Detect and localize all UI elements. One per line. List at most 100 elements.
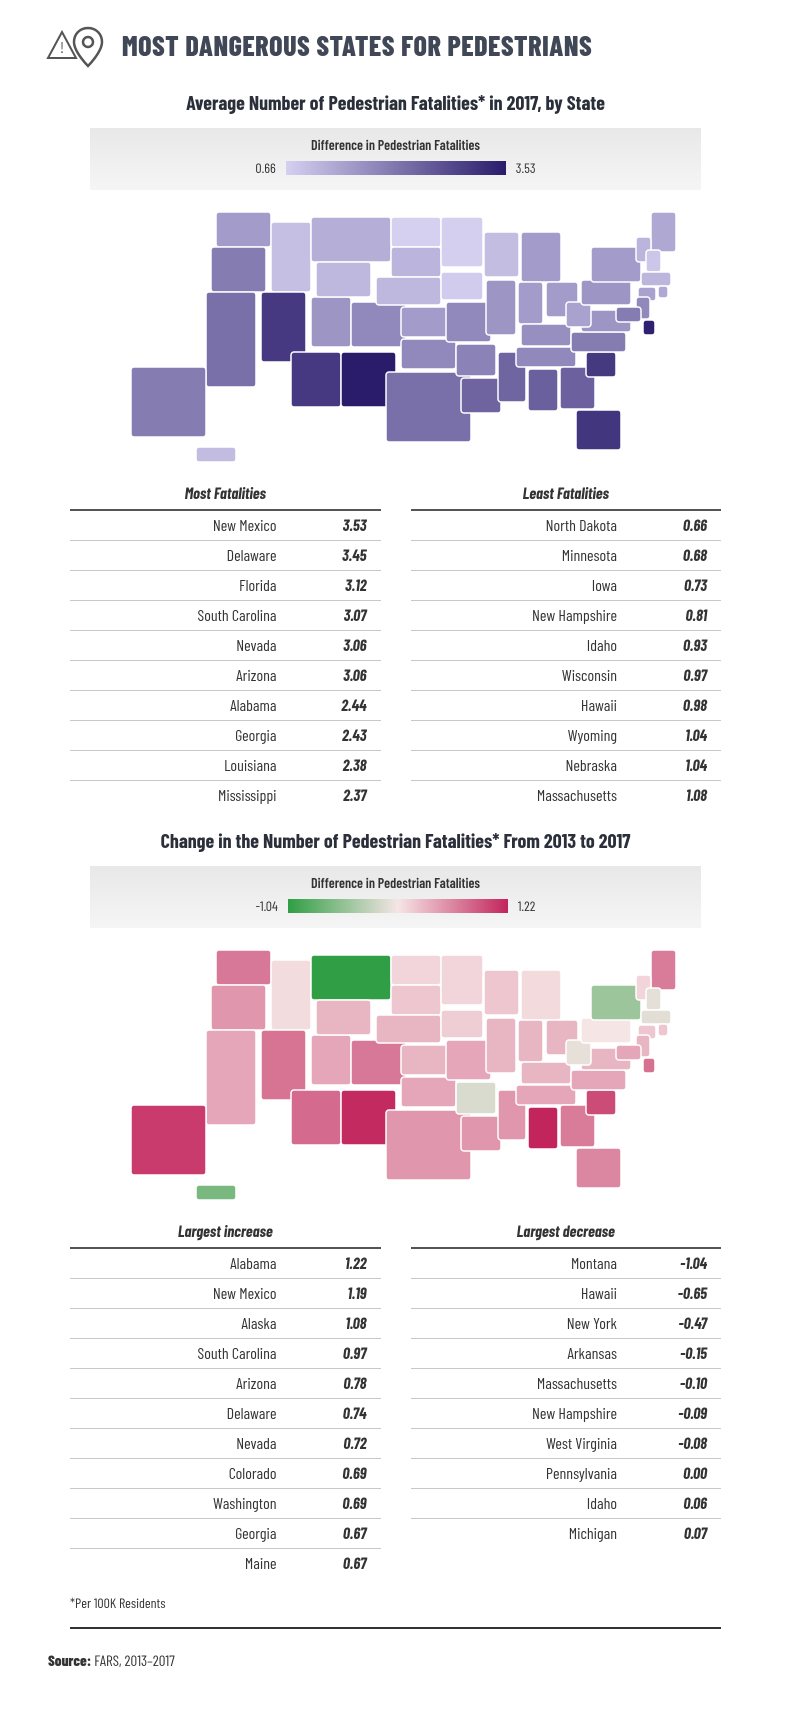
state-value: 0.97 <box>317 1344 367 1363</box>
state-FL <box>576 1148 621 1188</box>
table-row: Louisiana2.38 <box>70 750 381 780</box>
state-value: -0.09 <box>657 1404 707 1423</box>
state-name: Delaware <box>70 1404 317 1423</box>
state-value: 0.74 <box>317 1404 367 1423</box>
state-value: 1.04 <box>657 756 707 775</box>
table-row: Washington0.69 <box>70 1488 381 1518</box>
table-row: Alabama1.22 <box>70 1247 381 1278</box>
state-CA <box>206 292 256 387</box>
us-map-1 <box>116 202 676 472</box>
state-HI <box>196 1185 236 1200</box>
state-SC <box>586 1090 616 1115</box>
state-MN <box>441 217 483 267</box>
legend1-scale: 0.66 3.53 <box>90 159 701 176</box>
table-row: Alabama2.44 <box>70 690 381 720</box>
state-name: Alabama <box>70 1254 317 1273</box>
table-row: West Virginia-0.08 <box>411 1428 722 1458</box>
state-name: Arkansas <box>411 1344 658 1363</box>
state-name: North Dakota <box>411 516 658 535</box>
source-label: Source: <box>48 1651 91 1669</box>
largest-decrease-table: Largest decrease Montana-1.04Hawaii-0.65… <box>411 1216 722 1578</box>
largest-increase-table: Largest increase Alabama1.22New Mexico1.… <box>70 1216 381 1578</box>
legend2-min: -1.04 <box>256 897 278 914</box>
table-row: Minnesota0.68 <box>411 540 722 570</box>
map2-wrap <box>40 940 751 1210</box>
state-name: Georgia <box>70 1524 317 1543</box>
state-SD <box>391 985 441 1015</box>
state-name: Louisiana <box>70 756 317 775</box>
state-value: 3.06 <box>317 636 367 655</box>
state-MA <box>641 1010 671 1024</box>
state-name: Massachusetts <box>411 1374 658 1393</box>
state-name: New Mexico <box>70 1284 317 1303</box>
state-name: Delaware <box>70 546 317 565</box>
state-IL <box>486 1018 516 1073</box>
state-value: 0.69 <box>317 1494 367 1513</box>
table-row: Mississippi2.37 <box>70 780 381 810</box>
state-WY <box>316 262 371 297</box>
state-AK <box>131 1105 206 1175</box>
us-map-2 <box>116 940 676 1210</box>
state-MI <box>521 232 561 282</box>
state-MN <box>441 955 483 1005</box>
state-value: 0.67 <box>317 1554 367 1573</box>
state-MD <box>616 307 641 322</box>
state-name: Wyoming <box>411 726 658 745</box>
table-row: Maine0.67 <box>70 1548 381 1578</box>
state-name: New Mexico <box>70 516 317 535</box>
legend2-max: 1.22 <box>518 897 536 914</box>
table-row: South Carolina0.97 <box>70 1338 381 1368</box>
state-AL <box>528 369 558 411</box>
state-LA <box>461 1116 501 1151</box>
state-NE <box>376 277 441 305</box>
state-value: 1.08 <box>317 1314 367 1333</box>
state-CO <box>351 1040 406 1085</box>
source-text: FARS, 2013–2017 <box>94 1651 175 1669</box>
state-value: 0.73 <box>657 576 707 595</box>
table-row: Arkansas-0.15 <box>411 1338 722 1368</box>
page-title: MOST DANGEROUS STATES FOR PEDESTRIANS <box>122 28 592 62</box>
table-row: Colorado0.69 <box>70 1458 381 1488</box>
state-value: 0.78 <box>317 1374 367 1393</box>
state-NY <box>591 985 641 1020</box>
table-row: Arizona3.06 <box>70 660 381 690</box>
state-LA <box>461 378 501 413</box>
state-PA <box>581 1018 631 1043</box>
state-WI <box>484 970 519 1015</box>
divider <box>70 1627 721 1629</box>
table-row: Massachusetts1.08 <box>411 780 722 810</box>
state-WA <box>216 950 271 985</box>
state-TN <box>516 347 576 367</box>
table-row: Idaho0.06 <box>411 1488 722 1518</box>
table-row: Arizona0.78 <box>70 1368 381 1398</box>
state-MT <box>311 217 391 262</box>
footnote: *Per 100K Residents <box>40 1578 751 1621</box>
table-row: Delaware0.74 <box>70 1398 381 1428</box>
state-value: 3.07 <box>317 606 367 625</box>
state-value: 2.43 <box>317 726 367 745</box>
state-RI <box>658 1024 668 1036</box>
state-value: 2.38 <box>317 756 367 775</box>
state-MT <box>311 955 391 1000</box>
state-ND <box>391 955 441 985</box>
state-ME <box>651 212 676 252</box>
state-value: -0.15 <box>657 1344 707 1363</box>
state-value: 1.08 <box>657 786 707 805</box>
table-row: Delaware3.45 <box>70 540 381 570</box>
state-CA <box>206 1030 256 1125</box>
state-IL <box>486 280 516 335</box>
state-name: South Carolina <box>70 1344 317 1363</box>
state-name: Mississippi <box>70 786 317 805</box>
state-name: New Hampshire <box>411 606 658 625</box>
state-value: 0.81 <box>657 606 707 625</box>
state-value: 1.19 <box>317 1284 367 1303</box>
state-NC <box>571 332 626 352</box>
state-value: 0.06 <box>657 1494 707 1513</box>
table-row: New York-0.47 <box>411 1308 722 1338</box>
state-ME <box>651 950 676 990</box>
state-MA <box>641 272 671 286</box>
state-AR <box>456 1082 496 1114</box>
state-DE <box>643 320 655 335</box>
table-row: New Hampshire0.81 <box>411 600 722 630</box>
state-value: 1.22 <box>317 1254 367 1273</box>
